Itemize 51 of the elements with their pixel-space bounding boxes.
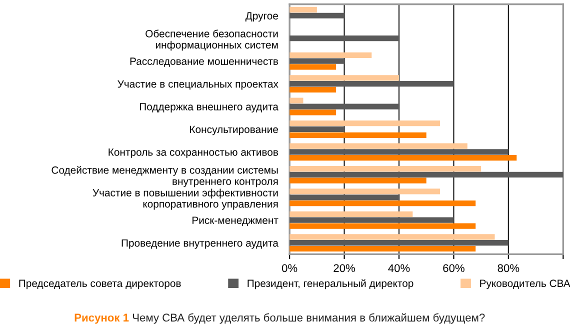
- y-tick-label: Контроль за сохранностью активов: [108, 148, 278, 158]
- text: Чему СВА будет уделять больше внимания в ближайшем будущем?: [132, 313, 485, 324]
- bar: [290, 223, 476, 229]
- y-tick-label: Участие в повышении эффективности корпоративного управления: [92, 188, 278, 210]
- bar: [290, 246, 476, 252]
- bar: [290, 80, 454, 87]
- legend-label: Президент, генеральный директор: [248, 279, 414, 290]
- x-tick-label: 20%: [334, 264, 356, 272]
- bar: [290, 86, 336, 93]
- x-tick-label: 60%: [443, 264, 464, 272]
- y-tick-label: Поддержка внешнего аудита: [140, 103, 278, 112]
- bar: [290, 120, 440, 126]
- bar: [290, 36, 399, 42]
- bar: [290, 104, 399, 110]
- bar: [290, 166, 482, 172]
- bar: [290, 178, 426, 184]
- bar: [290, 52, 372, 58]
- bar: [290, 234, 495, 240]
- bar: [290, 126, 344, 132]
- bar: [290, 200, 476, 206]
- bar: [290, 98, 304, 104]
- bar: [290, 75, 399, 81]
- text: Рисунок 1: [74, 314, 129, 324]
- bar: [290, 240, 508, 246]
- bar: [290, 132, 426, 138]
- bar: [290, 64, 336, 70]
- bar: [290, 149, 508, 155]
- bar: [290, 211, 413, 218]
- y-tick-label: Другое: [245, 12, 278, 22]
- bar: [290, 6, 317, 13]
- bar: [290, 172, 564, 178]
- bar: [290, 58, 344, 64]
- y-tick-label: Риск-менеджмент: [192, 216, 278, 226]
- x-tick-label: 80%: [498, 264, 520, 272]
- bar: [290, 194, 399, 200]
- bar: [290, 110, 336, 116]
- legend-label: Председатель совета директоров: [19, 280, 181, 290]
- x-tick-label: 40%: [388, 264, 410, 272]
- y-tick-label: Консультирование: [190, 126, 278, 136]
- x-tick-label: 0%: [282, 264, 298, 272]
- bar: [290, 217, 454, 223]
- y-tick-label: Проведение внутреннего аудита: [122, 239, 278, 249]
- bar: [290, 155, 517, 161]
- bar: [290, 143, 468, 149]
- y-tick-label: Обеспечение безопасности информационных систем: [146, 30, 278, 51]
- y-tick-label: Участие в специальных проектах: [118, 80, 278, 90]
- legend-label: Руководитель СВА: [480, 280, 570, 290]
- bar: [290, 12, 344, 18]
- y-tick-label: Расследование мошенничеств: [130, 58, 278, 67]
- bar: [290, 188, 440, 194]
- y-tick-label: Содействие менеджменту в создании системы внутреннего контроля: [52, 166, 278, 188]
